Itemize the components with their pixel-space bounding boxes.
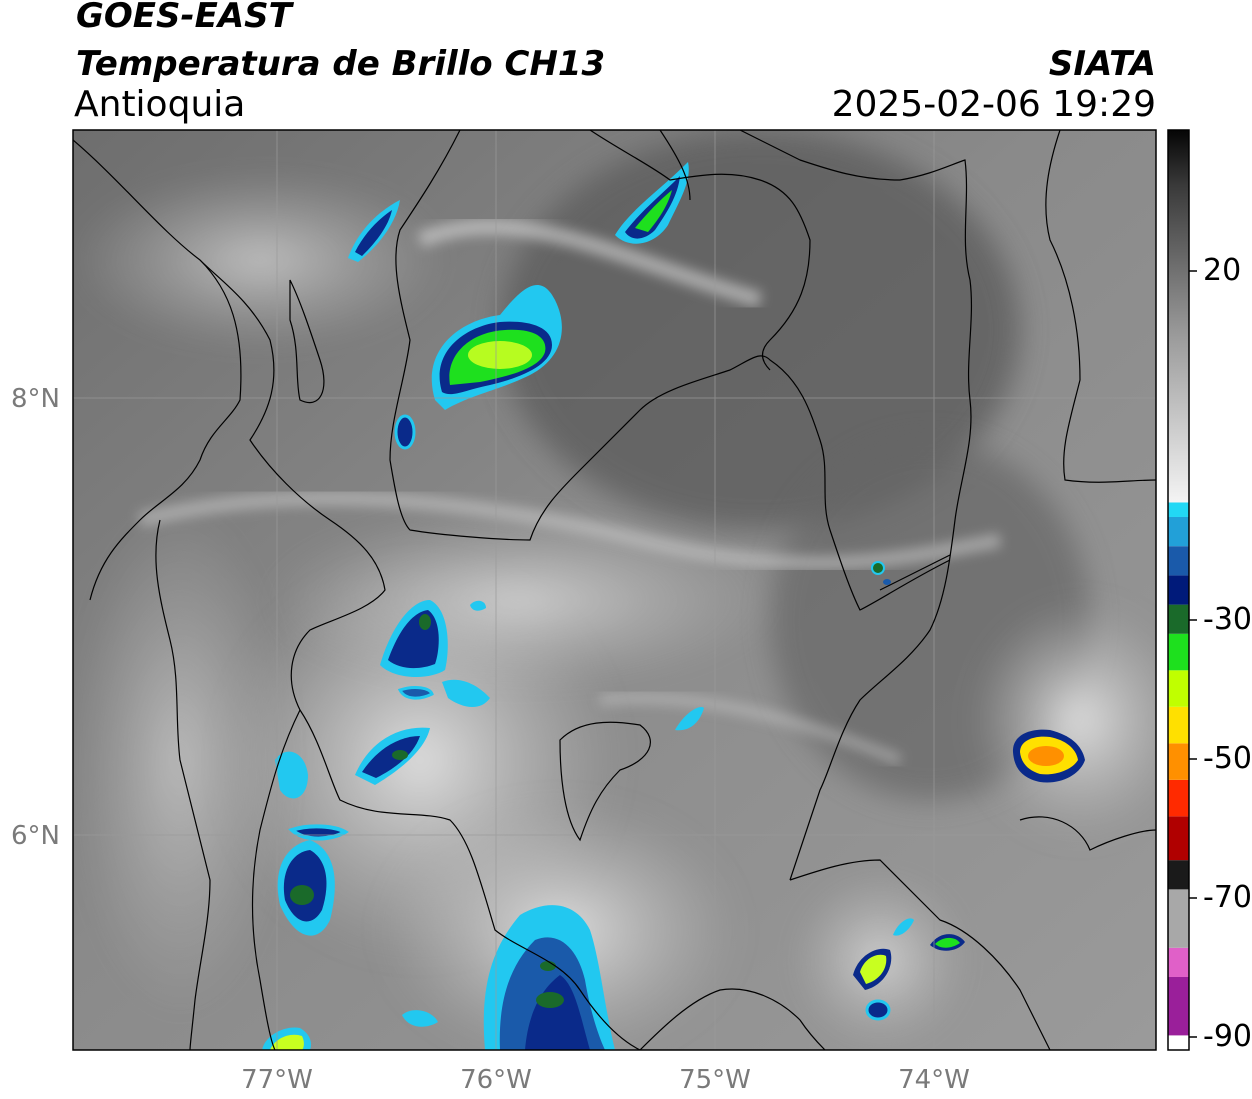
lat-label-8n: 8°N — [11, 384, 60, 414]
colorbar-label-20: 20 — [1203, 253, 1242, 288]
storm-cell-west-strip — [288, 824, 349, 841]
colorbar-segment — [1168, 976, 1189, 1036]
magdalena-medio-boundary — [739, 130, 973, 881]
lon-label-75w: 75°W — [679, 1065, 751, 1095]
cloud-streak — [417, 218, 763, 308]
lon-label-76w: 76°W — [460, 1065, 532, 1095]
colorbar-segment — [1168, 670, 1189, 707]
storm-cell-west-small — [275, 751, 308, 799]
map-frame — [72, 129, 1157, 1051]
storm-cell-northwest — [348, 200, 400, 262]
antioquia-north-boundary — [389, 130, 951, 611]
boyaca-boundary — [789, 859, 1051, 1050]
storm-cell-fragment — [402, 1010, 438, 1027]
storm-cell-fragment — [470, 600, 486, 611]
storm-cell-central — [380, 600, 448, 677]
timestamp-label: 2025-02-06 19:29 — [831, 84, 1156, 125]
graticule — [73, 130, 1156, 1050]
sucre-boundary — [659, 130, 691, 201]
cloud-band — [260, 510, 780, 690]
colorbar-segment — [1168, 706, 1189, 744]
cloud-band — [970, 600, 1156, 840]
colorbar-label-minus90: -90 — [1203, 1019, 1252, 1054]
coastline-west — [73, 139, 242, 601]
coastline-pacific — [155, 519, 211, 1050]
colorbar-frame — [1167, 129, 1190, 1051]
colorbar-segment — [1168, 502, 1189, 517]
storm-cell-south — [483, 905, 615, 1050]
boundary-segment — [879, 554, 951, 591]
storm-cell-southwest — [262, 1027, 311, 1050]
gulf-uraba — [289, 279, 325, 404]
lon-label-77w: 77°W — [241, 1065, 313, 1095]
cordoba-boundary — [589, 130, 811, 371]
santander-boundary — [1045, 130, 1156, 483]
storm-cell-tiny — [871, 561, 885, 575]
colorbar-segment — [1168, 604, 1189, 634]
storm-cell-east — [1012, 729, 1085, 783]
colorbar-segment — [1168, 889, 1189, 948]
colorbar-segment — [1168, 575, 1189, 605]
colorbar-label-minus50: -50 — [1203, 741, 1252, 776]
medellin-metro-boundary — [559, 721, 651, 842]
political-boundaries — [73, 130, 1156, 1050]
satellite-title: GOES-EAST — [76, 0, 292, 36]
region-label: Antioquia — [74, 84, 246, 125]
storm-cell-southeast — [853, 918, 965, 1021]
map-imagery — [73, 130, 1156, 1050]
organization-label: SIATA — [1048, 44, 1156, 84]
storm-cell-band — [355, 727, 430, 785]
cloud-band — [73, 500, 290, 1020]
lon-label-74w: 74°W — [898, 1065, 970, 1095]
cloud-streak — [599, 693, 902, 765]
storm-cell-small — [394, 414, 416, 450]
storm-cell-west — [277, 840, 335, 936]
colorbar-segment — [1168, 743, 1189, 780]
lat-label-6n: 6°N — [11, 821, 60, 851]
colorbar-label-minus70: -70 — [1203, 880, 1252, 915]
cloud-streak — [138, 491, 1002, 571]
storm-cell-fragment — [397, 685, 434, 700]
storm-cell-northeast — [615, 162, 689, 244]
storm-cell-fragment — [675, 706, 704, 731]
colorbar-segment — [1168, 546, 1189, 576]
colorbar-segment — [1168, 779, 1189, 817]
colorbar — [1168, 130, 1189, 1036]
cloud-band — [73, 170, 450, 350]
colorbar-segment — [1168, 516, 1189, 547]
caldas-boundary — [639, 988, 826, 1050]
choco-boundary — [251, 709, 301, 1050]
colorbar-label-minus30: -30 — [1203, 602, 1252, 637]
colorbar-segment — [1168, 860, 1189, 890]
colorbar-segment — [1168, 947, 1189, 977]
colorbar-segment — [1168, 633, 1189, 671]
storm-cell-tiny — [883, 579, 891, 585]
storm-cell-fragment — [442, 679, 490, 708]
antioquia-west-boundary — [199, 259, 641, 1050]
product-title: Temperatura de Brillo CH13 — [76, 44, 606, 84]
colorbar-segment — [1168, 816, 1189, 861]
eastern-boundary — [1019, 816, 1156, 851]
colorbar-ticks — [1189, 270, 1197, 1038]
colorbar-grey-ramp — [1168, 130, 1189, 503]
